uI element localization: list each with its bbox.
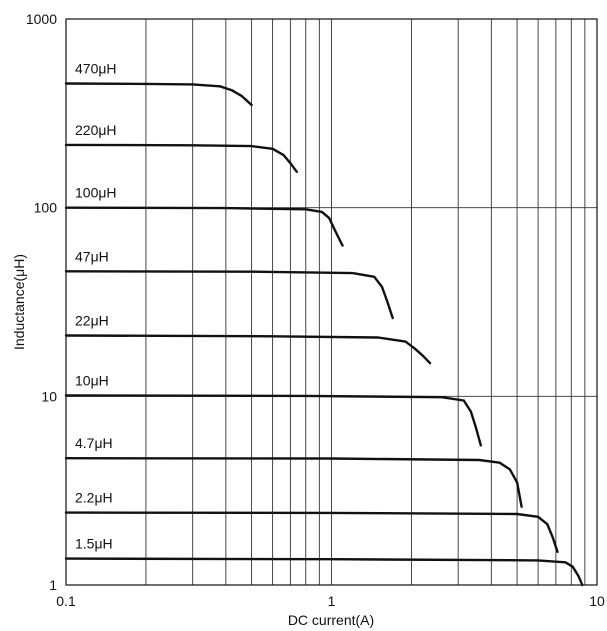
series-line [64, 143, 298, 173]
series-label: 47μH [75, 248, 109, 264]
y-tick-label: 10 [41, 388, 57, 404]
series-label: 4.7μH [75, 435, 113, 451]
series-curves [64, 82, 584, 587]
series-line [64, 82, 253, 107]
series-line [64, 557, 584, 587]
series-line [64, 334, 432, 365]
grid [66, 19, 597, 585]
y-tick-label: 100 [34, 200, 58, 216]
series-label: 22μH [75, 313, 109, 329]
series-line [64, 394, 482, 447]
series-line [64, 206, 344, 247]
series-label: 2.2μH [75, 490, 113, 506]
series-labels: 470μH 220μH 100μH 47μH 22μH 10μH 4.7μH 2.2μH 1.5… [75, 61, 117, 552]
y-axis-label: Inductance(μH) [11, 254, 27, 350]
x-tick-label: 10 [589, 593, 605, 609]
series-label: 220μH [75, 122, 117, 138]
x-axis-label: DC current(A) [288, 612, 374, 628]
series-label: 470μH [75, 61, 117, 77]
x-tick-label: 0.1 [56, 593, 76, 609]
y-tick-label: 1 [49, 577, 57, 593]
y-tick-label: 1000 [26, 11, 57, 27]
series-label: 100μH [75, 185, 117, 201]
plot-frame [65, 18, 598, 586]
series-label: 10μH [75, 373, 109, 389]
series-line [64, 270, 394, 320]
series-line [64, 511, 559, 553]
x-tick-label: 1 [328, 593, 336, 609]
series-label: 1.5μH [75, 536, 113, 552]
series-line [64, 457, 523, 508]
